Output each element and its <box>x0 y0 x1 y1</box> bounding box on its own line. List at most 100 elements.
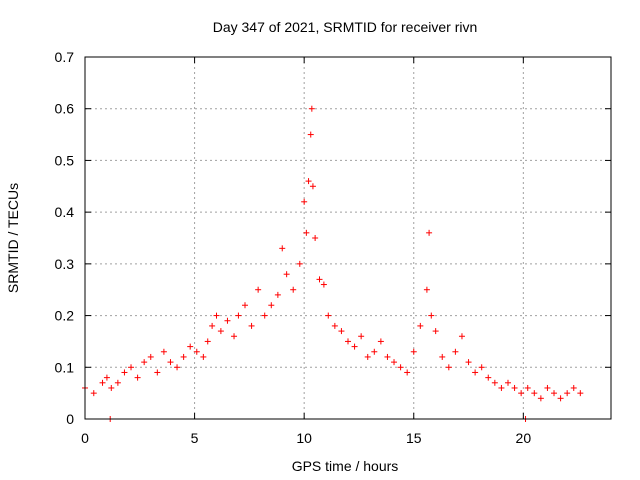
data-point <box>213 312 220 319</box>
data-point <box>417 322 424 329</box>
data-point <box>320 281 327 288</box>
data-point <box>279 245 286 252</box>
data-point <box>458 333 465 340</box>
data-point <box>465 359 472 366</box>
data-point <box>391 359 398 366</box>
data-point <box>570 384 577 391</box>
data-point <box>577 390 584 397</box>
data-point <box>231 333 238 340</box>
y-tick-label: 0.1 <box>55 359 75 375</box>
data-point <box>452 348 459 355</box>
x-tick-label: 10 <box>296 430 312 446</box>
data-point <box>217 328 224 335</box>
data-point <box>303 229 310 236</box>
data-point <box>261 312 268 319</box>
data-point <box>309 183 316 190</box>
data-point <box>491 379 498 386</box>
data-point <box>485 374 492 381</box>
data-point <box>90 390 97 397</box>
data-points <box>82 105 584 422</box>
data-point <box>268 302 275 309</box>
y-tick-label: 0.7 <box>55 49 75 65</box>
y-axis-label: SRMTID / TECUs <box>5 183 21 293</box>
x-tick-label: 0 <box>81 430 89 446</box>
data-point <box>537 395 544 402</box>
y-tick-label: 0.4 <box>55 204 75 220</box>
data-point <box>338 328 345 335</box>
data-point <box>241 302 248 309</box>
data-point <box>504 379 511 386</box>
data-point <box>174 364 181 371</box>
y-tick-label: 0 <box>66 411 74 427</box>
data-point <box>167 359 174 366</box>
data-point <box>274 291 281 298</box>
data-point <box>531 390 538 397</box>
data-point <box>377 338 384 345</box>
data-point <box>200 353 207 360</box>
data-point <box>524 384 531 391</box>
y-tick-label: 0.3 <box>55 256 75 272</box>
data-point <box>134 374 141 381</box>
grid-lines <box>85 57 611 419</box>
data-point <box>478 364 485 371</box>
x-tick-label: 20 <box>516 430 532 446</box>
plot-frame <box>84 56 612 420</box>
data-point <box>312 235 319 241</box>
data-point <box>209 322 216 329</box>
data-point <box>193 348 200 355</box>
y-tick-label: 0.2 <box>55 308 75 324</box>
data-point <box>364 353 371 360</box>
data-point <box>511 384 518 391</box>
data-point <box>108 384 115 391</box>
data-point <box>296 260 303 267</box>
data-point <box>235 312 242 319</box>
y-tick-label: 0.5 <box>55 152 75 168</box>
data-point <box>518 390 525 397</box>
data-point <box>384 353 391 360</box>
data-point <box>472 369 479 376</box>
data-point <box>423 286 430 293</box>
data-point <box>154 369 161 376</box>
data-point <box>371 348 378 355</box>
data-point <box>305 178 312 185</box>
chart-title: Day 347 of 2021, SRMTID for receiver riv… <box>213 19 478 35</box>
data-point <box>248 322 255 329</box>
data-point <box>426 229 433 236</box>
data-point <box>255 286 262 293</box>
data-point <box>345 338 351 345</box>
data-point <box>301 198 308 205</box>
data-point <box>290 286 297 293</box>
data-point <box>428 312 435 319</box>
data-point <box>432 328 439 335</box>
data-point <box>308 105 315 112</box>
data-point <box>445 364 452 371</box>
data-point <box>187 343 194 350</box>
data-point <box>283 271 290 278</box>
data-point <box>180 353 187 360</box>
data-point <box>204 338 211 345</box>
data-point <box>397 364 404 371</box>
data-point <box>121 369 128 376</box>
data-point <box>325 312 332 319</box>
data-point <box>557 395 564 402</box>
data-point <box>147 353 154 360</box>
data-point <box>498 384 505 391</box>
data-point <box>331 322 338 329</box>
data-point <box>358 333 365 340</box>
data-point <box>307 131 314 138</box>
data-point <box>404 369 411 376</box>
x-axis-label: GPS time / hours <box>292 458 399 474</box>
data-point <box>564 390 571 397</box>
data-point <box>439 353 446 360</box>
data-point <box>114 379 121 386</box>
data-point <box>410 348 417 355</box>
x-tick-label: 5 <box>191 430 199 446</box>
data-point <box>544 384 551 391</box>
data-point <box>103 374 110 381</box>
data-point <box>128 364 135 371</box>
x-tick-label: 15 <box>406 430 422 446</box>
data-point <box>551 390 558 397</box>
data-point <box>316 276 323 283</box>
data-point <box>351 343 358 350</box>
